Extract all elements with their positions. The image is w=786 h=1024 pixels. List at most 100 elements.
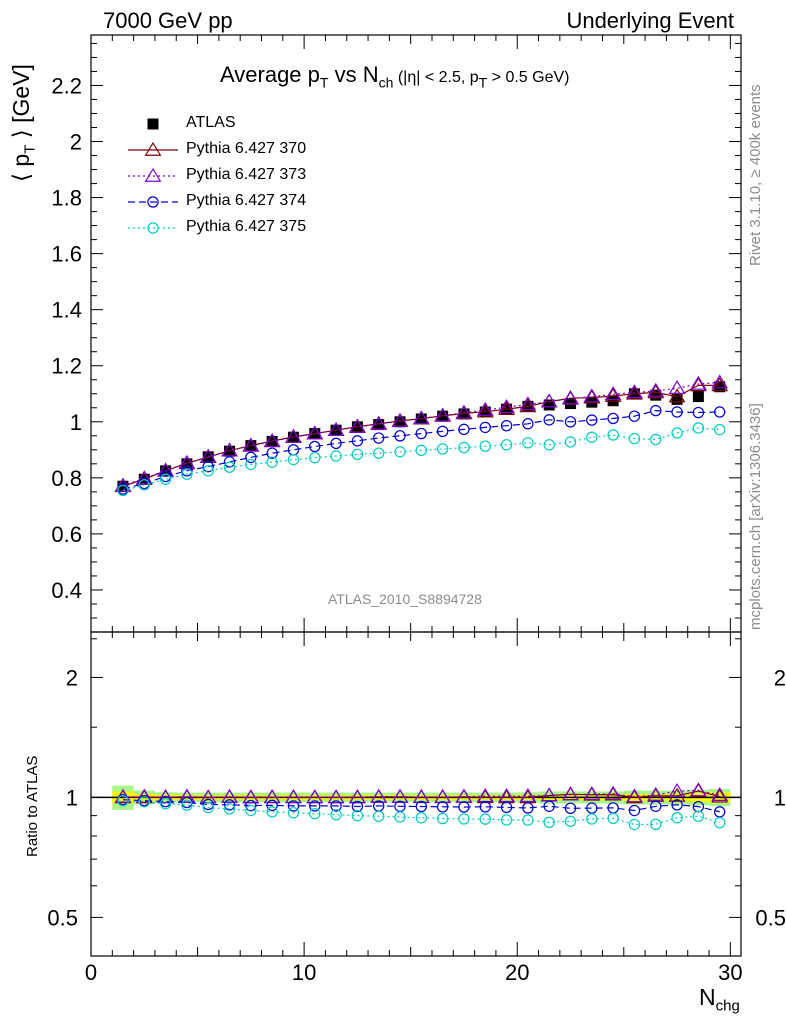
main-line-375 xyxy=(122,427,720,492)
title-prefix: Average p xyxy=(220,62,320,87)
main-point-373-3 xyxy=(178,454,196,469)
ratio-xtick-label-2: 20 xyxy=(505,960,529,985)
main-point-375-19 xyxy=(522,437,534,449)
main-point-374-10 xyxy=(330,437,342,450)
ratio-series-375 xyxy=(117,795,726,831)
ratio-point-374-25 xyxy=(650,800,662,812)
legend-marker-370 xyxy=(144,141,162,156)
ratio-point-375-6 xyxy=(245,804,257,817)
ratio-ytick-label-right-0: 0.5 xyxy=(755,905,786,930)
legend-marker-atlas xyxy=(147,118,159,130)
main-point-374-27 xyxy=(692,406,705,419)
x-axis-label: Nchg xyxy=(699,984,740,1015)
main-point-374-17 xyxy=(479,421,491,434)
main-point-375-16 xyxy=(458,441,470,454)
ratio-point-373-22 xyxy=(583,785,601,800)
main-point-373-16 xyxy=(455,404,473,419)
main-point-374-7 xyxy=(266,447,278,459)
ratio-point-373-11 xyxy=(348,789,366,804)
main-point-375-2 xyxy=(159,473,172,485)
ratio-point-375-1 xyxy=(138,796,150,808)
main-point-atlas-0 xyxy=(117,480,129,492)
ratio-point-374-10 xyxy=(330,800,342,812)
main-point-373-14 xyxy=(412,410,430,425)
ratio-point-374-4 xyxy=(202,798,214,811)
main-point-374-26 xyxy=(671,406,683,418)
main-point-375-17 xyxy=(479,440,491,452)
ratio-point-374-9 xyxy=(309,800,321,812)
main-point-370-18 xyxy=(498,401,515,416)
ratio-point-375-10 xyxy=(330,808,342,821)
ratio-point-374-19 xyxy=(522,802,534,814)
main-point-375-20 xyxy=(543,439,555,451)
main-point-370-26 xyxy=(668,388,686,403)
main-point-370-25 xyxy=(647,384,665,399)
main-point-atlas-26 xyxy=(671,393,683,405)
main-point-375-26 xyxy=(671,427,683,439)
main-point-373-1 xyxy=(135,470,153,485)
main-ytick-label-4: 1.2 xyxy=(51,354,82,379)
ratio-point-374-3 xyxy=(181,796,193,809)
main-point-373-10 xyxy=(327,422,345,437)
main-line-374 xyxy=(122,409,720,490)
main-point-374-4 xyxy=(202,460,214,473)
axes-frames xyxy=(90,34,742,957)
ratio-point-374-24 xyxy=(628,804,641,817)
main-point-375-23 xyxy=(607,429,619,441)
main-point-370-27 xyxy=(689,377,707,392)
ratio-ytick-label-right-2: 2 xyxy=(774,665,786,690)
main-ytick-label-7: 1.8 xyxy=(51,186,82,211)
title-sub3: T xyxy=(478,74,488,91)
ratio-point-374-21 xyxy=(564,802,577,814)
xlabel-sub: chg xyxy=(715,997,740,1015)
main-point-375-11 xyxy=(351,448,364,461)
ratio-point-373-27 xyxy=(689,782,707,797)
ratio-point-374-16 xyxy=(458,801,470,813)
ratio-point-375-0 xyxy=(117,795,129,807)
ratio-point-373-28 xyxy=(711,786,729,802)
legend-marker-374 xyxy=(147,196,159,208)
ratio-point-375-13 xyxy=(394,811,406,823)
ratio-point-374-15 xyxy=(436,801,449,813)
main-point-375-7 xyxy=(266,456,278,468)
main-point-374-24 xyxy=(628,410,641,422)
ratio-point-374-20 xyxy=(543,800,555,812)
legend-markers xyxy=(128,118,178,234)
main-point-374-22 xyxy=(586,414,598,426)
ratio-point-375-18 xyxy=(500,814,513,826)
main-ytick-label-8: 2 xyxy=(70,130,82,155)
ratio-point-374-17 xyxy=(479,801,491,813)
analysis-watermark: ATLAS_2010_S8894728 xyxy=(328,591,482,607)
ratio-point-374-8 xyxy=(287,800,300,812)
legend-label-373: Pythia 6.427 373 xyxy=(186,166,307,183)
ratio-line-370 xyxy=(123,790,720,799)
main-point-375-10 xyxy=(330,450,342,462)
ratio-point-374-14 xyxy=(415,800,428,813)
ratio-point-373-21 xyxy=(562,786,579,801)
ratio-frame xyxy=(90,631,742,957)
main-line-373 xyxy=(122,381,720,487)
main-point-374-16 xyxy=(458,423,470,436)
title-mid: vs N xyxy=(328,62,379,87)
main-point-374-3 xyxy=(181,465,193,477)
ratio-line-374 xyxy=(122,799,720,813)
ratio-point-373-14 xyxy=(412,788,430,803)
main-point-375-27 xyxy=(692,422,705,434)
ratio-ytick-label-right-1: 1 xyxy=(774,785,786,810)
legend-marker-373 xyxy=(144,167,162,182)
main-point-374-12 xyxy=(373,432,385,444)
ratio-point-373-2 xyxy=(157,789,174,804)
ratio-point-373-12 xyxy=(370,788,388,803)
ratio-point-375-21 xyxy=(564,815,577,828)
ylabel-rest: ⟩ [GeV] xyxy=(8,64,34,145)
ratio-point-374-11 xyxy=(351,800,364,813)
ratio-point-375-26 xyxy=(671,812,683,824)
ratio-point-370-28 xyxy=(711,788,729,803)
ratio-point-374-18 xyxy=(500,801,513,814)
ratio-xtick-label-0: 0 xyxy=(85,960,97,985)
main-series-group xyxy=(114,374,729,497)
ratio-series-374 xyxy=(117,793,726,818)
main-ytick-label-6: 1.6 xyxy=(51,242,82,267)
main-point-373-22 xyxy=(583,388,601,403)
